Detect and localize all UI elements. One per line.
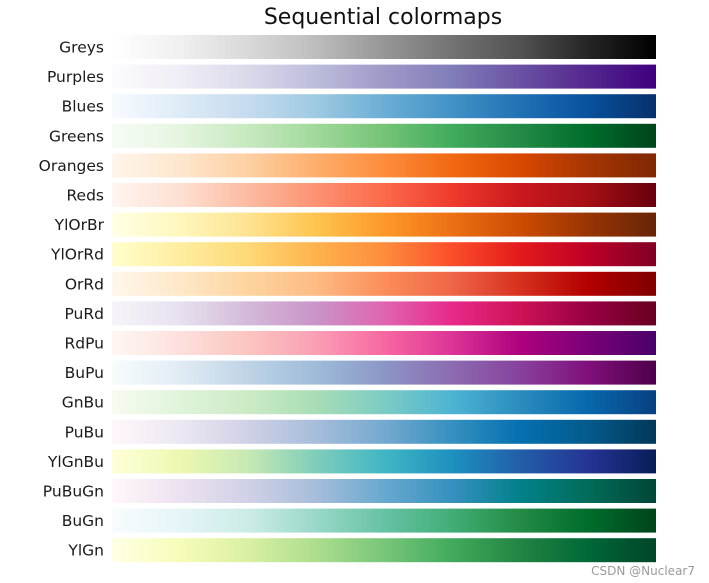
colormap-row: Reds xyxy=(66,183,656,207)
colormap-label: YlOrBr xyxy=(54,216,105,234)
colormap-bar xyxy=(112,301,656,326)
colormap-label: OrRd xyxy=(65,275,104,293)
colormap-bar xyxy=(112,538,656,563)
colormap-label: Greens xyxy=(49,127,104,145)
colormap-bar xyxy=(112,508,656,533)
colormap-row: YlGnBu xyxy=(47,449,656,474)
colormap-label: RdPu xyxy=(64,335,104,353)
colormap-bar xyxy=(112,331,656,355)
colormap-row: GnBu xyxy=(62,390,656,415)
colormap-row: RdPu xyxy=(64,331,656,355)
colormap-row: YlOrRd xyxy=(50,242,656,267)
colormap-label: PuBuGn xyxy=(43,483,104,501)
colormap-bar xyxy=(112,212,656,237)
colormap-row: Blues xyxy=(62,94,656,119)
colormap-label: PuBu xyxy=(65,423,104,441)
colormap-bar xyxy=(112,153,656,178)
colormap-label: Purples xyxy=(47,68,104,86)
colormap-row: YlOrBr xyxy=(54,212,656,237)
colormap-bar xyxy=(112,64,656,89)
colormap-row: PuBu xyxy=(65,419,656,444)
colormap-label: GnBu xyxy=(62,394,104,412)
colormap-row: Oranges xyxy=(39,153,656,178)
colormap-label: BuPu xyxy=(65,364,104,382)
watermark-text: CSDN @Nuclear7 xyxy=(591,564,695,578)
colormap-row: Greens xyxy=(49,123,656,148)
colormap-label: BuGn xyxy=(62,512,104,530)
colormap-bar xyxy=(112,242,656,267)
colormap-row: PuRd xyxy=(64,301,656,326)
colormap-row: BuPu xyxy=(65,360,656,385)
colormap-label: Greys xyxy=(59,39,104,57)
colormap-bar xyxy=(112,419,656,444)
colormap-bar xyxy=(112,123,656,148)
colormap-bar xyxy=(112,94,656,119)
colormap-label: Reds xyxy=(66,187,104,205)
colormap-bar xyxy=(112,479,656,503)
colormap-bar xyxy=(112,271,656,296)
colormap-label: YlOrRd xyxy=(50,246,104,264)
colormap-label: YlGnBu xyxy=(47,453,104,471)
chart-title: Sequential colormaps xyxy=(264,5,502,30)
colormap-bar xyxy=(112,360,656,385)
colormap-row: PuBuGn xyxy=(43,479,656,503)
colormap-label: PuRd xyxy=(64,305,104,323)
colormap-row: Greys xyxy=(59,35,656,59)
colormap-rows: Greys Purples Blues Greens Oranges Reds YlOrBr… xyxy=(39,35,656,563)
colormap-label: YlGn xyxy=(67,542,104,560)
colormap-row: Purples xyxy=(47,64,656,89)
colormap-row: BuGn xyxy=(62,508,656,533)
colormap-row: OrRd xyxy=(65,271,656,296)
colormap-label: Blues xyxy=(62,98,104,116)
colormap-label: Oranges xyxy=(39,157,104,175)
colormap-bar xyxy=(112,390,656,415)
colormap-row: YlGn xyxy=(67,538,656,563)
colormap-bar xyxy=(112,183,656,207)
colormap-bar xyxy=(112,35,656,59)
colormap-bar xyxy=(112,449,656,474)
